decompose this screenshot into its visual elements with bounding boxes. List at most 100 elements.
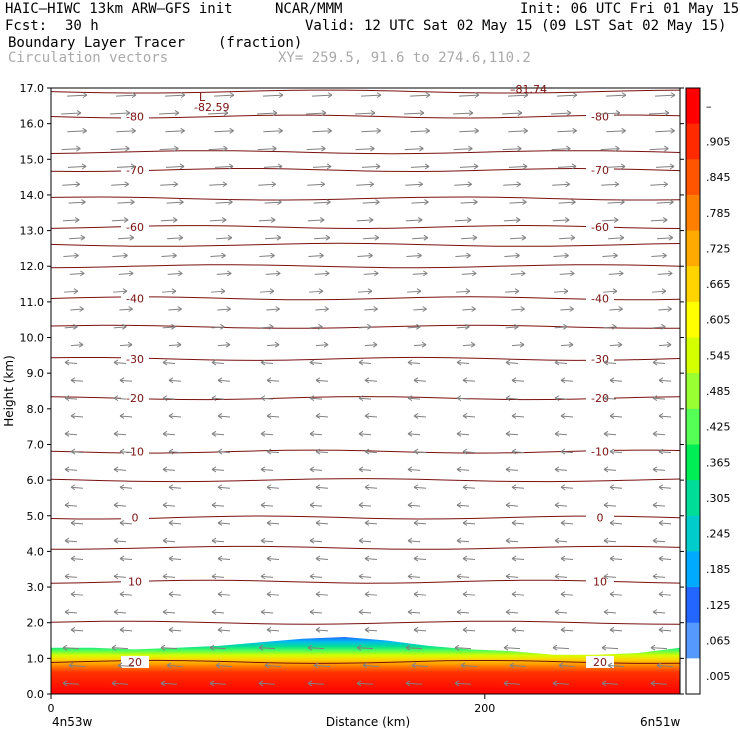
vector-arrow (510, 237, 526, 240)
vector-arrow (560, 629, 574, 632)
y-tick-label: 5.0 (27, 510, 45, 523)
contour-line (51, 515, 680, 520)
vector-arrow (119, 308, 133, 311)
vector-arrow (211, 504, 225, 507)
vector-arrow (217, 486, 231, 489)
vector-arrowhead (131, 92, 137, 99)
vector-arrow (358, 397, 372, 400)
vector-arrowhead (119, 519, 125, 526)
vector-arrow (119, 522, 133, 525)
vector-arrowhead (70, 626, 76, 633)
vector-arrow (162, 540, 176, 543)
vector-arrowhead (64, 537, 70, 544)
vector-arrow (407, 575, 421, 578)
vector-arrow (110, 148, 130, 151)
vector-arrow (159, 112, 179, 115)
vector-arrowhead (275, 270, 281, 277)
vector-arrow (260, 540, 274, 543)
vector-arrowhead (260, 537, 266, 544)
vector-arrow (405, 219, 423, 222)
vector-arrowhead (615, 145, 620, 152)
vector-arrowhead (462, 519, 468, 526)
colorbar-swatch (686, 88, 700, 125)
vector-arrow (217, 379, 231, 382)
vector-arrow (116, 130, 136, 133)
vector-arrow (119, 451, 133, 454)
vector-arrow (456, 397, 470, 400)
vector-arrow (410, 165, 430, 168)
vector-arrow (315, 558, 329, 561)
y-tick-label: 15.0 (20, 153, 45, 166)
vector-arrowhead (113, 466, 119, 473)
vector-arrowhead (309, 537, 315, 544)
vector-arrowhead (177, 306, 182, 312)
vector-arrow (117, 201, 135, 204)
vector-arrow (658, 486, 672, 489)
vector-arrow (315, 486, 329, 489)
vector-arrow (111, 183, 129, 186)
vector-arrow (413, 522, 427, 525)
contour-line (51, 264, 680, 269)
vector-arrowhead (309, 502, 315, 508)
vector-arrow (650, 183, 668, 186)
vector-arrow (260, 468, 274, 471)
vector-arrow (606, 130, 626, 133)
vector-arrow (554, 326, 568, 329)
vector-arrow (266, 593, 280, 596)
vector-arrowhead (211, 359, 217, 366)
vector-arrowhead (179, 199, 184, 205)
vector-arrow (358, 575, 372, 578)
vector-arrow (67, 130, 87, 133)
vector-arrowhead (81, 163, 87, 170)
vector-arrowhead (569, 306, 574, 312)
contour-label: 20 (128, 656, 142, 669)
vector-arrow (166, 664, 184, 667)
vector-arrowhead (609, 626, 615, 633)
colorbar-swatch (686, 266, 700, 303)
vector-arrowhead (274, 341, 280, 348)
vector-arrow (168, 486, 182, 489)
vector-arrowhead (456, 466, 462, 473)
colorbar-label: .665 (706, 278, 731, 291)
vector-arrowhead (309, 430, 315, 437)
vector-arrowhead (554, 395, 560, 402)
vector-arrow (168, 308, 182, 311)
vector-arrow (560, 522, 574, 525)
vector-arrow (315, 415, 329, 418)
vector-arrowhead (70, 519, 76, 526)
vector-arrow (558, 201, 576, 204)
vector-arrow (603, 504, 617, 507)
x-end-point: 6n51w (640, 715, 681, 729)
colorbar-label: .125 (706, 599, 731, 612)
vector-arrow (406, 255, 422, 258)
vector-arrowhead (424, 163, 430, 170)
vector-arrowhead (64, 430, 70, 437)
vector-arrowhead (271, 181, 277, 188)
vector-arrow (115, 94, 137, 97)
vector-arrow (551, 148, 571, 151)
vector-arrow (260, 397, 274, 400)
vector-arrowhead (315, 377, 321, 384)
vector-arrow (67, 165, 87, 168)
vector-arrowhead (413, 484, 419, 491)
vector-arrowhead (503, 680, 509, 687)
colorbar-label: .065 (706, 635, 731, 648)
colorbar: – .905 .845 .785 .725 .665 .605 .545 .485 .425 .36… (685, 87, 731, 695)
vector-arrow (658, 629, 672, 632)
vector-arrowhead (411, 662, 417, 669)
vector-arrowhead (68, 662, 74, 669)
vector-arrowhead (119, 555, 125, 562)
vector-arrowhead (327, 92, 333, 99)
vector-arrow (649, 112, 669, 115)
vector-arrow (454, 183, 472, 186)
vector-arrowhead (373, 306, 378, 312)
fcst-value: 30 h (65, 18, 99, 34)
contour-label: -10 (591, 446, 609, 459)
contour-label: -70 (591, 164, 609, 177)
vector-arrow (263, 165, 283, 168)
vector-arrow (363, 272, 379, 275)
vector-arrow (164, 94, 186, 97)
vector-arrow (559, 237, 575, 240)
vector-arrowhead (358, 466, 364, 473)
vector-arrowhead (309, 609, 315, 615)
